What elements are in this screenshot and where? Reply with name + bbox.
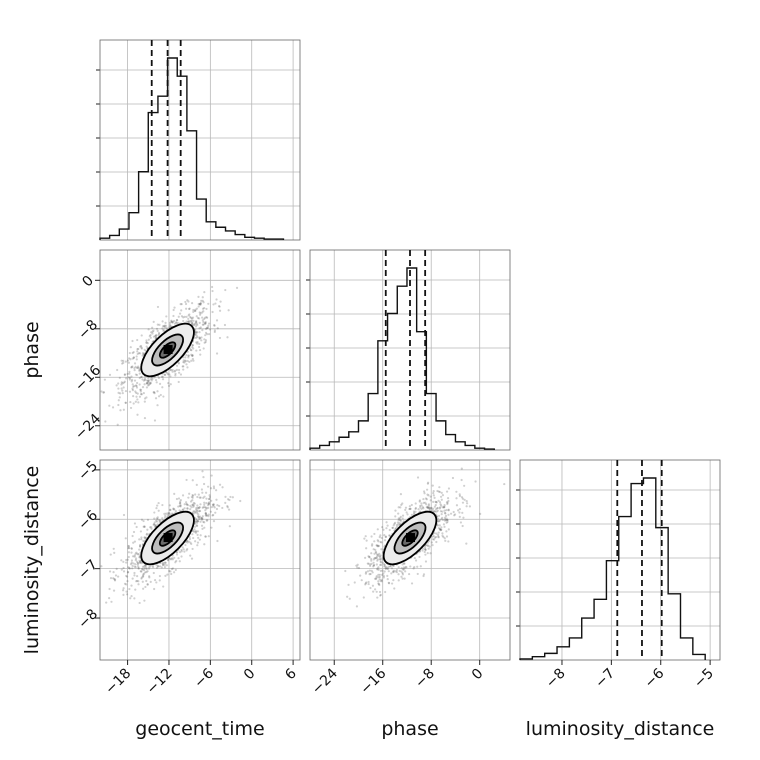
y-tick-label: −8 (75, 317, 101, 343)
y-tick-label: −16 (72, 362, 104, 394)
scatter-panel-geocent_time-phase (99, 249, 301, 451)
grid-phase-luminosity_distance (310, 460, 510, 660)
y-tick-label: −6 (75, 507, 101, 533)
x-tick-label: −16 (357, 665, 389, 697)
histogram-phase (309, 267, 495, 450)
contour-1 (151, 333, 184, 367)
frame-phase-luminosity_distance (309, 459, 511, 661)
x-tick-label: −7 (592, 666, 618, 692)
density-peak (163, 533, 173, 543)
scatter-panel-geocent_time-luminosity_distance (99, 459, 301, 661)
histogram-geocent_time (99, 57, 285, 240)
y-tick-label: −8 (75, 606, 101, 632)
x-tick-label: −6 (191, 665, 217, 691)
histogram-luminosity_distance (519, 477, 706, 660)
grid-luminosity_distance (520, 460, 720, 660)
y-tick-label: −5 (75, 458, 101, 484)
x-tick-label: 0 (469, 666, 487, 684)
contour-1 (393, 521, 427, 555)
grid-geocent_time-luminosity_distance (100, 460, 300, 660)
hist-panel-luminosity_distance (516, 459, 721, 661)
frame-geocent_time (99, 39, 301, 241)
x-tick-label: −5 (691, 666, 717, 692)
x-tick-label: 0 (241, 666, 259, 684)
contour-2 (140, 510, 195, 566)
contour-1 (151, 521, 184, 555)
x-tick-label: −24 (309, 665, 341, 697)
y-axis-label-luminosity_distance: luminosity_distance (21, 466, 43, 655)
x-axis-label-luminosity_distance: luminosity_distance (526, 718, 715, 740)
x-tick-label: −6 (642, 665, 668, 691)
y-axis-label-phase: phase (21, 321, 43, 378)
contour-2 (382, 510, 438, 566)
x-axis-label-phase: phase (381, 718, 438, 740)
density-peak (163, 345, 173, 354)
hist-panel-geocent_time (96, 39, 301, 241)
y-tick-label: 0 (79, 273, 97, 291)
frame-luminosity_distance (519, 459, 721, 661)
contour-2 (140, 322, 195, 378)
scatter-panel-phase-luminosity_distance (309, 459, 511, 661)
hist-panel-phase (306, 249, 511, 451)
y-tick-label: −7 (75, 557, 101, 583)
frame-geocent_time-luminosity_distance (99, 459, 301, 661)
y-tick-label: −24 (72, 411, 104, 443)
x-tick-label: −8 (412, 666, 438, 692)
x-axis-label-geocent_time: geocent_time (135, 718, 264, 740)
x-tick-label: −18 (102, 666, 134, 698)
grid-geocent_time (100, 40, 300, 240)
density-peak (406, 533, 415, 543)
x-tick-label: −8 (543, 666, 569, 692)
x-tick-label: −12 (144, 666, 176, 698)
x-tick-label: 6 (282, 665, 300, 683)
frame-geocent_time-phase (99, 249, 301, 451)
